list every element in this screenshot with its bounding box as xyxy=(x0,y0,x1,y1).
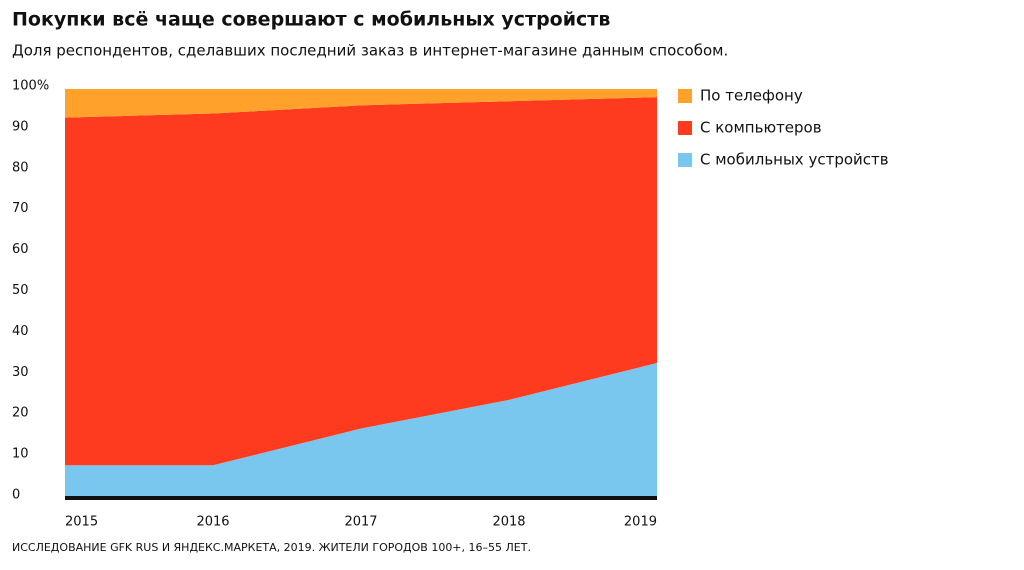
y-tick-label: 20 xyxy=(12,406,29,421)
chart-title: Покупки всё чаще совершают с мобильных у… xyxy=(12,9,610,31)
x-tick-label: 2019 xyxy=(624,515,657,530)
source-note: ИССЛЕДОВАНИЕ GFK RUS И ЯНДЕКС.МАРКЕТА, 2… xyxy=(12,541,531,554)
area xyxy=(65,89,657,118)
y-tick-label: 30 xyxy=(12,365,29,380)
legend-label: С компьютеров xyxy=(700,119,822,137)
x-tick-label: 2017 xyxy=(344,515,377,530)
legend-label: По телефону xyxy=(700,87,803,105)
chart-subtitle: Доля респондентов, сделавших последний з… xyxy=(12,42,728,60)
legend-swatch xyxy=(678,121,692,135)
y-tick-label: 100% xyxy=(12,79,49,94)
x-tick-label: 2015 xyxy=(65,515,98,530)
y-tick-label: 90 xyxy=(12,119,29,134)
y-tick-label: 80 xyxy=(12,160,29,175)
y-tick-label: 10 xyxy=(12,447,29,462)
legend-swatch xyxy=(678,153,692,167)
y-tick-label: 50 xyxy=(12,283,29,298)
area xyxy=(65,363,657,498)
y-tick-label: 0 xyxy=(12,488,20,503)
x-tick-label: 2018 xyxy=(492,515,525,530)
x-tick-label: 2016 xyxy=(196,515,229,530)
y-tick-label: 60 xyxy=(12,242,29,257)
y-tick-label: 40 xyxy=(12,324,29,339)
area xyxy=(65,97,657,466)
legend-label: С мобильных устройств xyxy=(700,151,889,169)
legend-swatch xyxy=(678,89,692,103)
y-tick-label: 70 xyxy=(12,201,29,216)
